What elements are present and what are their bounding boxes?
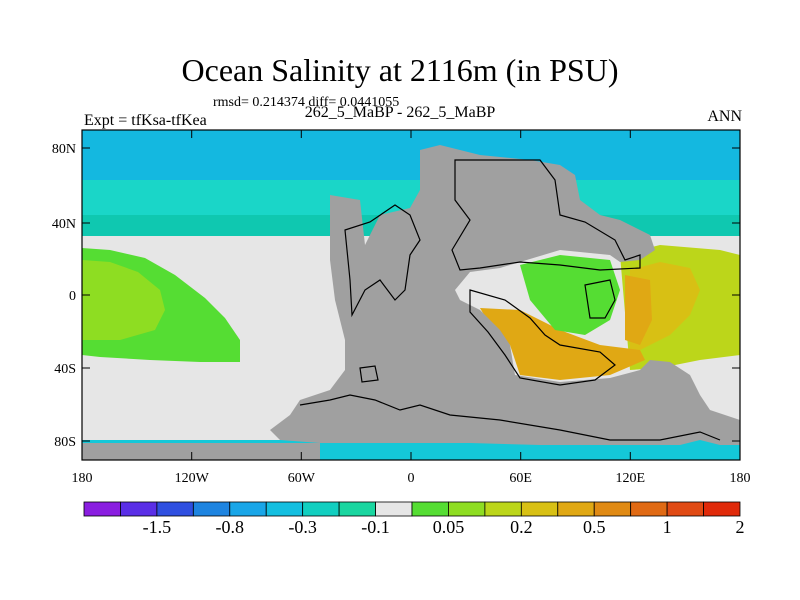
period-label: ANN [707, 108, 742, 125]
south-pole-land [82, 443, 320, 460]
west-coast-outline [344, 204, 421, 318]
colorbar-swatch [448, 501, 486, 517]
colorbar-swatch [520, 501, 559, 517]
colorbar-label: 0.05 [433, 517, 465, 537]
colorbar-swatch [83, 501, 121, 517]
west-yellowgreen-region [82, 260, 165, 340]
lat-tick-label: 80S [54, 435, 76, 450]
colorbar-label: 0.5 [583, 517, 606, 537]
colorbar-label: -0.1 [361, 517, 390, 537]
colorbar-swatch [703, 501, 741, 517]
colorbar-swatch [484, 501, 522, 517]
east-orange-patch [625, 275, 652, 345]
colorbar-label: -0.8 [216, 517, 245, 537]
colorbar-swatch [666, 501, 704, 517]
lat-tick-label: 40N [52, 217, 76, 232]
lon-tick-label: 0 [408, 471, 415, 486]
lat-tick-label: 40S [54, 362, 76, 377]
colorbar-label: 0.2 [510, 517, 533, 537]
southeast-orange-region [480, 308, 645, 380]
continent-landmass [270, 145, 740, 445]
colorbar-swatch [156, 501, 194, 517]
map-field [82, 130, 740, 460]
experiment-label: Expt = tfKsa-tfKea [84, 112, 207, 129]
colorbar-swatch [375, 501, 413, 517]
colorbar-swatch [192, 501, 231, 517]
colorbar-swatch [557, 501, 595, 517]
colorbar-swatch [593, 501, 632, 517]
lon-tick-label: 60E [509, 471, 532, 486]
lon-tick-label: 120W [175, 471, 210, 486]
chart-title: Ocean Salinity at 2116m (in PSU) [181, 52, 619, 88]
inner-island-outline [584, 279, 616, 319]
colorbar-label: -1.5 [143, 517, 172, 537]
lon-tick-label: 60W [288, 471, 316, 486]
north-continent-outline [451, 159, 641, 271]
tethys-green-region [520, 255, 620, 335]
colorbar: -1.5 -0.8 -0.3 -0.1 0.05 0.2 0.5 1 2 [83, 501, 745, 537]
center-subtitle: 262_5_MaBP - 262_5_MaBP [304, 104, 496, 121]
lat-tick-label: 80N [52, 142, 76, 157]
lon-tick-label: 120E [616, 471, 646, 486]
colorbar-swatch [302, 501, 340, 517]
colorbar-label: -0.3 [288, 517, 317, 537]
longitude-axis: 180 120W 60W 0 60E 120E 180 [72, 130, 751, 486]
colorbar-swatch [338, 501, 376, 517]
colorbar-label: 2 [736, 517, 745, 537]
lon-tick-label: 180 [730, 471, 751, 486]
latitude-axis: 80N 40N 0 40S 80S [52, 142, 740, 450]
antarctic-outline [299, 394, 721, 441]
colorbar-swatch [411, 501, 449, 517]
southern-shelf-outline [469, 289, 616, 386]
lon-tick-label: 180 [72, 471, 93, 486]
stats-line: rmsd= 0.214374 diff= 0.0441055 [213, 95, 400, 110]
colorbar-swatch [120, 501, 158, 517]
colorbar-swatch [630, 501, 668, 517]
colorbar-label: 1 [663, 517, 672, 537]
colorbar-swatch [265, 501, 304, 517]
lat-tick-label: 0 [69, 289, 76, 304]
colorbar-swatch [229, 501, 267, 517]
small-island-outline [359, 365, 379, 383]
